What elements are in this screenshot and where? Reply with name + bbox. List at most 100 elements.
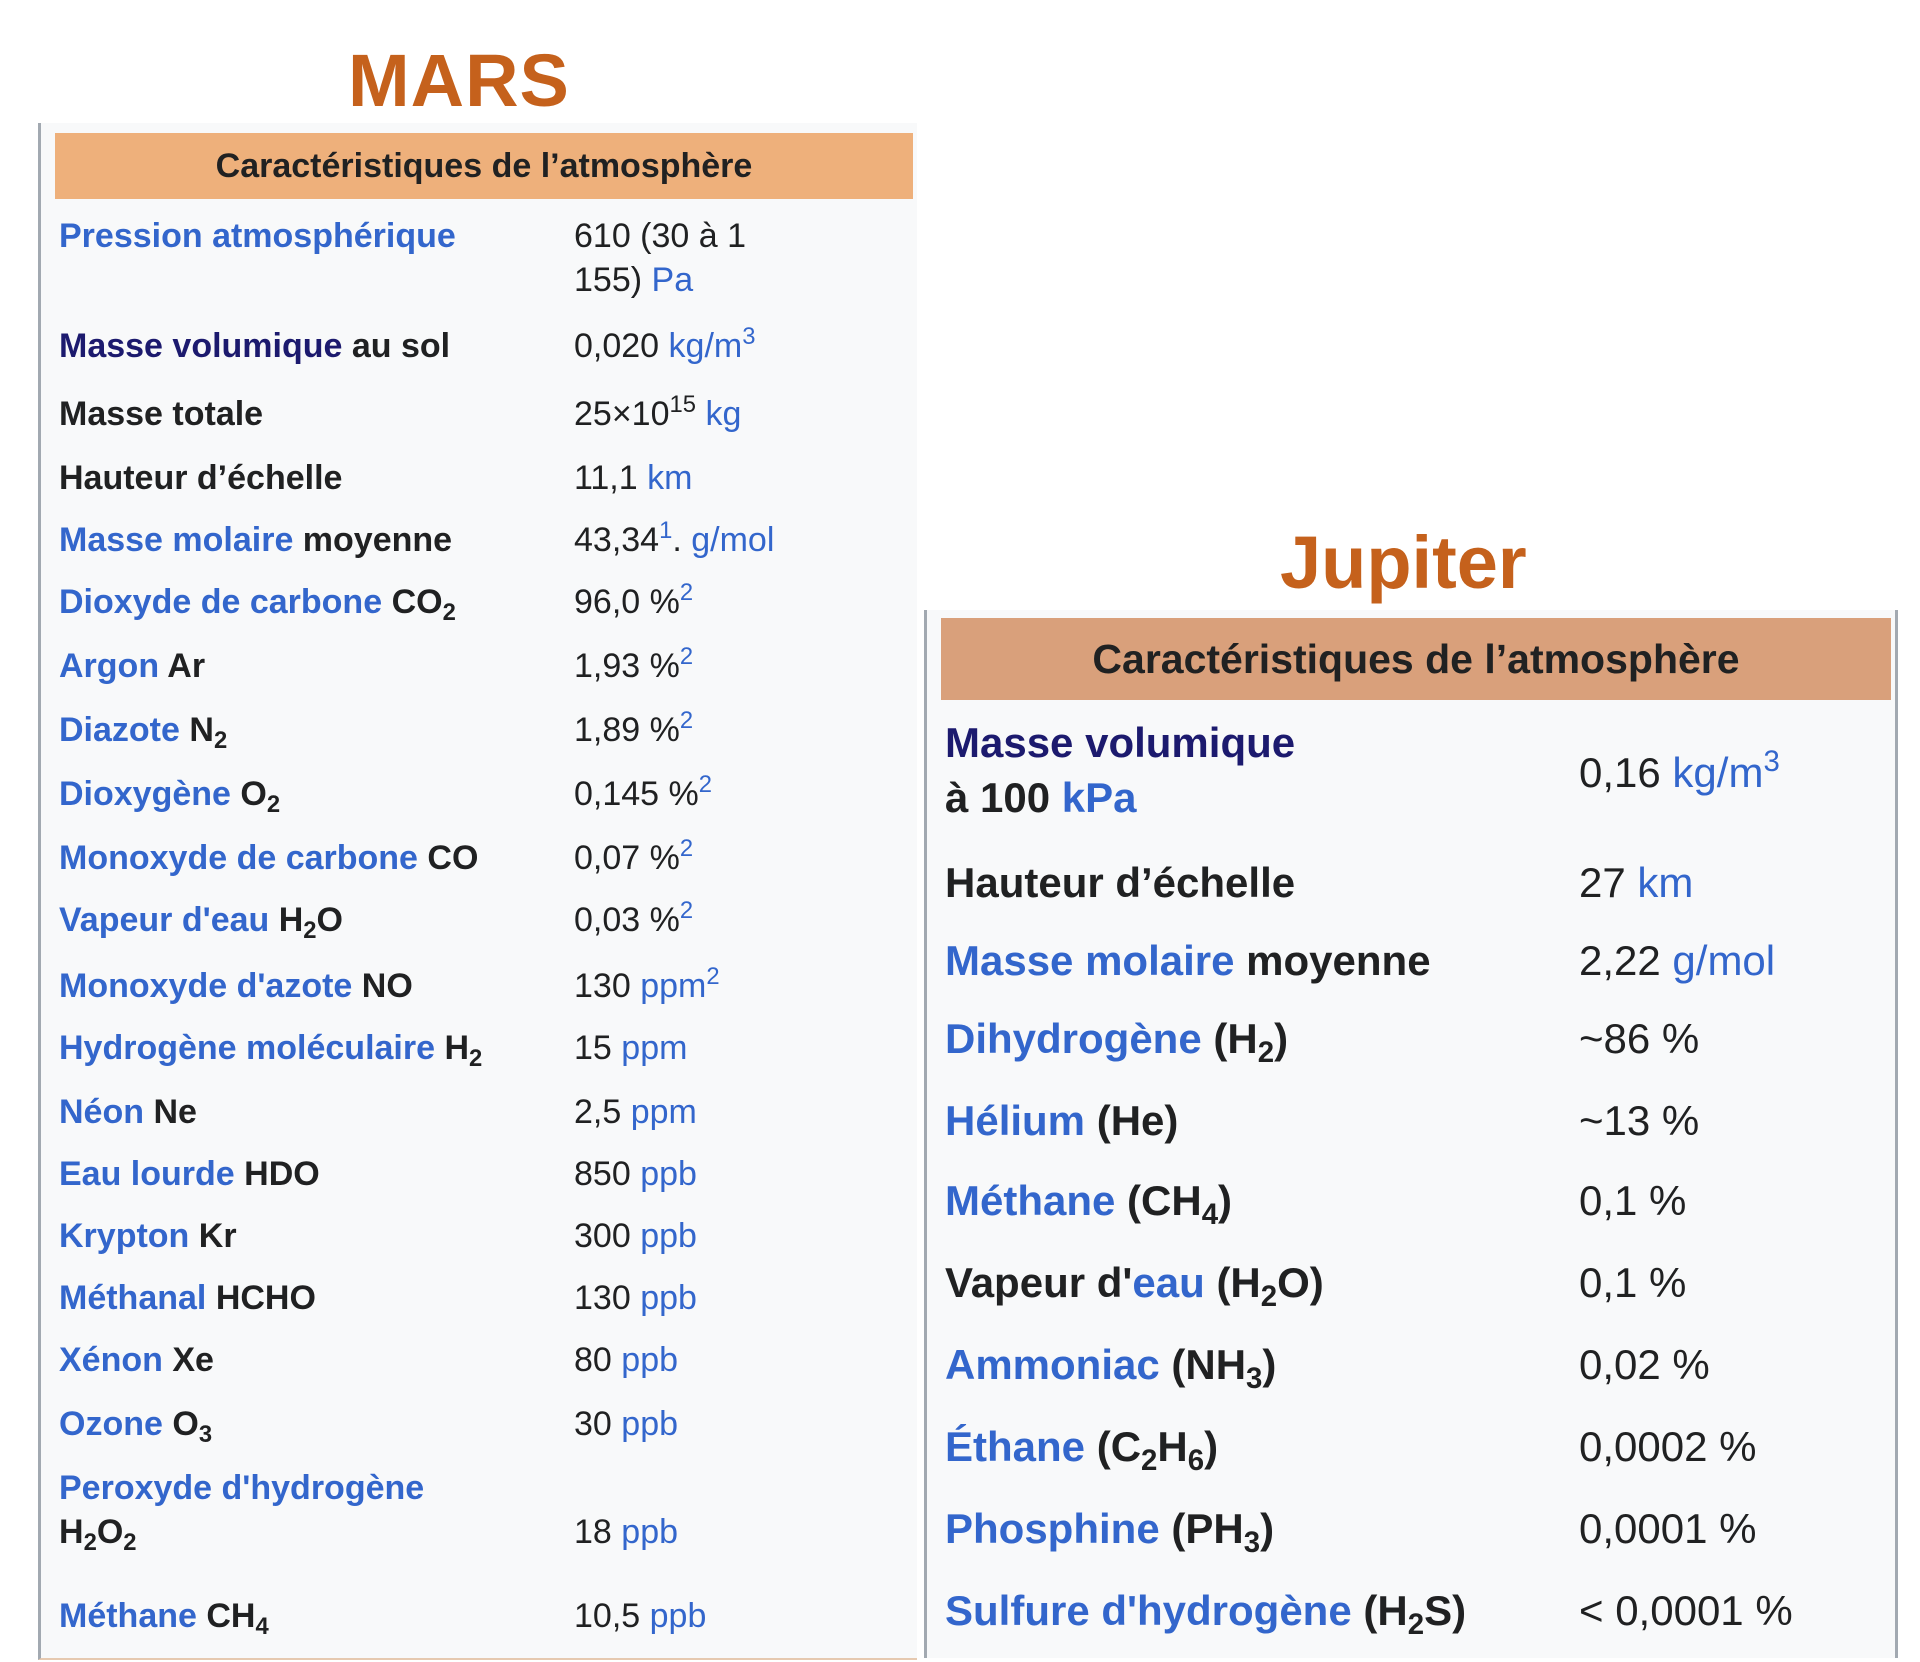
row-label-link[interactable]: Masse volumique bbox=[59, 327, 343, 365]
row-label-link[interactable]: Dioxygène bbox=[59, 775, 231, 813]
row-label-text: Masse totale bbox=[59, 395, 264, 433]
unit-link[interactable]: g/mol bbox=[1672, 937, 1776, 984]
row-label: Vapeur d'eau H2O bbox=[59, 899, 539, 943]
formula: O2 bbox=[240, 775, 280, 817]
formula-after: ) bbox=[1262, 1341, 1277, 1388]
row-label: Dioxygène O2 bbox=[59, 773, 539, 817]
formula-after: S) bbox=[1424, 1587, 1467, 1634]
value-number: 610 (30 à 1 155) bbox=[574, 217, 747, 299]
row-label-link[interactable]: Krypton bbox=[59, 1217, 190, 1255]
unit-link[interactable]: ppb bbox=[621, 1405, 679, 1443]
row-label: Méthanal HCHO bbox=[59, 1277, 539, 1321]
row-label-link[interactable]: Masse molaire bbox=[59, 521, 294, 559]
row-label-link[interactable]: Peroxyde d'hydrogène bbox=[59, 1469, 425, 1507]
row-label-link[interactable]: Néon bbox=[59, 1093, 144, 1131]
row-label-link[interactable]: Méthanal bbox=[59, 1279, 207, 1317]
formula-subscript: 2 bbox=[213, 727, 228, 755]
formula-after: ) bbox=[1218, 1177, 1233, 1224]
unit-link[interactable]: kg/m3 bbox=[1672, 747, 1779, 796]
row-value: 27 km bbox=[1579, 856, 1889, 910]
reference-link[interactable]: 2 bbox=[706, 962, 720, 990]
reference-link[interactable]: 2 bbox=[679, 578, 694, 606]
row-label-link[interactable]: Ammoniac bbox=[945, 1341, 1160, 1388]
row-value: ~86 % bbox=[1579, 1015, 1700, 1062]
row-label-link[interactable]: Monoxyde de carbone bbox=[59, 839, 418, 877]
row-label-link[interactable]: Méthane bbox=[59, 1597, 197, 1635]
row-label-link[interactable]: Argon bbox=[59, 647, 160, 685]
row-label-link[interactable]: Masse volumique bbox=[945, 719, 1296, 766]
formula-subscript: 3 bbox=[1243, 1525, 1261, 1559]
row-label-link[interactable]: Hélium bbox=[945, 1097, 1086, 1144]
unit-link[interactable]: ppm bbox=[621, 1029, 688, 1067]
value-number: 43,34 bbox=[574, 521, 660, 559]
row-value: 130 ppb bbox=[574, 1277, 894, 1321]
reference-link[interactable]: 2 bbox=[679, 834, 694, 862]
formula-subscript: 4 bbox=[1201, 1197, 1219, 1231]
formula-subscript: 2 bbox=[1260, 1279, 1278, 1313]
reference-link[interactable]: 2 bbox=[679, 642, 694, 670]
row-label-link[interactable]: Ozone bbox=[59, 1405, 163, 1443]
formula: Xe bbox=[172, 1341, 214, 1379]
unit-link[interactable]: ppb bbox=[640, 1155, 697, 1193]
formula-text: (C bbox=[1096, 1423, 1142, 1470]
row-label-link[interactable]: Sulfure d'hydrogène bbox=[945, 1587, 1352, 1634]
formula: HDO bbox=[244, 1155, 320, 1193]
reference-link[interactable]: 2 bbox=[679, 896, 694, 924]
row-label-link[interactable]: Dioxyde de carbone bbox=[59, 583, 383, 621]
unit-link[interactable]: km bbox=[647, 459, 693, 497]
row-label-link[interactable]: Masse molaire bbox=[945, 937, 1235, 984]
row-value: 1,93 %2 bbox=[574, 645, 894, 689]
unit-link[interactable]: ppb bbox=[640, 1279, 697, 1317]
row-label-link[interactable]: Éthane bbox=[945, 1423, 1086, 1470]
formula-text: CH bbox=[206, 1597, 256, 1635]
row-value: 0,03 %2 bbox=[574, 899, 894, 943]
unit-link[interactable]: kg/m3 bbox=[669, 325, 756, 365]
unit-link[interactable]: g/mol bbox=[691, 521, 775, 559]
row-label-link[interactable]: Pression atmosphérique bbox=[59, 217, 456, 255]
reference-link[interactable]: 1 bbox=[659, 516, 673, 544]
formula: (NH3) bbox=[1171, 1341, 1277, 1393]
row-value: 610 (30 à 1 155) Pa bbox=[574, 215, 774, 302]
row-label: Méthane CH4 bbox=[59, 1595, 539, 1639]
reference-link[interactable]: 2 bbox=[679, 706, 694, 734]
row-value: 0,020 kg/m3 bbox=[574, 325, 894, 369]
reference-link[interactable]: 2 bbox=[698, 770, 713, 798]
row-label-link[interactable]: Dihydrogène bbox=[945, 1015, 1202, 1062]
unit-link[interactable]: ppb bbox=[649, 1597, 707, 1635]
value-number: 11,1 bbox=[574, 459, 638, 497]
row-label-link[interactable]: Méthane bbox=[945, 1177, 1116, 1224]
mars-infobox-header: Caractéristiques de l’atmosphère bbox=[55, 133, 913, 199]
formula: N2 bbox=[189, 711, 227, 753]
row-label-link[interactable]: Phosphine bbox=[945, 1505, 1160, 1552]
row-label-link[interactable]: Hydrogène moléculaire bbox=[59, 1029, 436, 1067]
value-number: 2,22 bbox=[1579, 937, 1661, 984]
row-label-link[interactable]: Diazote bbox=[59, 711, 180, 749]
unit-link[interactable]: km bbox=[1637, 859, 1694, 906]
formula: (H2S) bbox=[1363, 1587, 1467, 1639]
formula: Kr bbox=[198, 1217, 237, 1255]
row-label-link[interactable]: Vapeur d'eau bbox=[59, 901, 270, 939]
row-label-link[interactable]: Eau lourde bbox=[59, 1155, 235, 1193]
row-label: Masse molaire moyenne bbox=[59, 519, 539, 563]
row-value: 0,16 kg/m3 bbox=[1579, 746, 1889, 800]
unit-link[interactable]: kg bbox=[705, 395, 742, 433]
unit-link[interactable]: ppm bbox=[630, 1093, 697, 1131]
row-value: 0,1 % bbox=[1579, 1259, 1687, 1306]
unit-link[interactable]: ppb bbox=[640, 1217, 697, 1255]
row-label-link[interactable]: Monoxyde d'azote bbox=[59, 967, 353, 1005]
row-label-link[interactable]: eau bbox=[1132, 1259, 1205, 1306]
row-label-link[interactable]: Xénon bbox=[59, 1341, 163, 1379]
unit-link[interactable]: Pa bbox=[651, 260, 694, 299]
value-number: 130 bbox=[574, 1279, 631, 1317]
value-number: 25×10 bbox=[574, 395, 670, 433]
unit-link[interactable]: ppb bbox=[621, 1513, 679, 1551]
unit-link[interactable]: ppb bbox=[621, 1341, 679, 1379]
formula: (C2H6) bbox=[1096, 1423, 1218, 1475]
value-number: 96,0 % bbox=[574, 583, 680, 621]
formula-text: (H bbox=[1363, 1587, 1408, 1634]
row-value: 2,22 g/mol bbox=[1579, 934, 1889, 988]
value-number: 2,5 bbox=[574, 1093, 622, 1131]
row-label: Masse molaire moyenne bbox=[945, 934, 1545, 988]
unit-link[interactable]: ppm bbox=[640, 967, 707, 1005]
unit-link[interactable]: kPa bbox=[1061, 773, 1137, 821]
